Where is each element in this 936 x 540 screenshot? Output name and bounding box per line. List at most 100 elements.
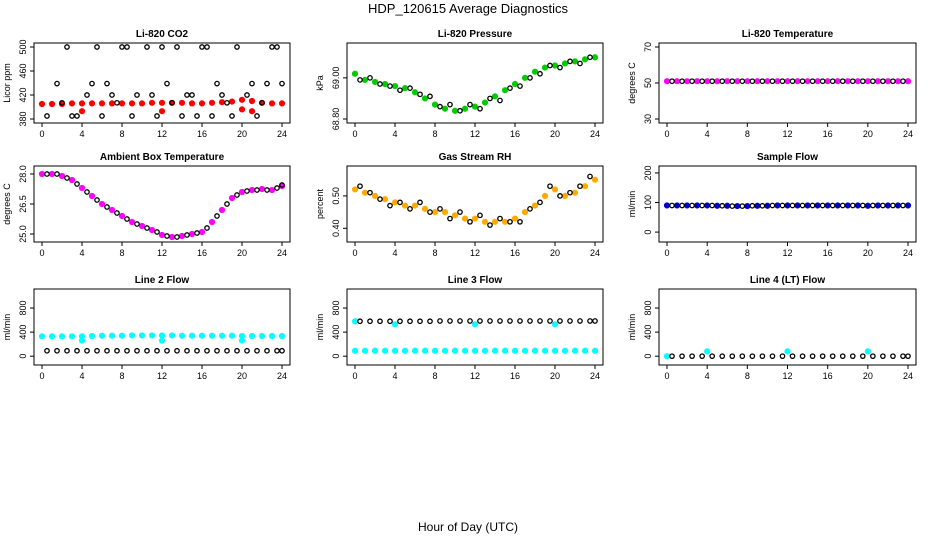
panel-4: Gas Stream RH percent 0 4 8 12 16 20 24 0.40 0.50 <box>315 152 604 258</box>
data-point <box>744 202 751 210</box>
data-point <box>829 353 836 360</box>
series-1 <box>669 353 911 360</box>
x-tick-label: 12 <box>470 248 480 258</box>
data-point <box>279 347 285 354</box>
data-point <box>84 92 90 98</box>
data-point <box>351 318 359 325</box>
panel-title: Ambient Box Temperature <box>100 152 225 163</box>
data-point <box>214 80 220 87</box>
data-point <box>683 78 691 85</box>
data-point <box>507 318 513 324</box>
x-tick-label: 24 <box>590 371 600 381</box>
x-tick-label: 12 <box>782 248 792 258</box>
data-point <box>809 202 816 209</box>
data-point <box>174 234 180 240</box>
data-point <box>357 183 363 190</box>
y-tick-label: 380 <box>18 111 28 126</box>
y-tick-label: 25.0 <box>18 225 28 243</box>
data-point <box>189 92 195 98</box>
data-point <box>114 99 120 106</box>
data-point <box>487 222 493 228</box>
data-point <box>361 76 369 84</box>
data-point <box>507 85 513 91</box>
data-point <box>361 347 369 354</box>
y-tick-label: 200 <box>643 165 653 180</box>
data-point <box>517 318 523 324</box>
data-point <box>870 353 876 360</box>
y-tick-label: 460 <box>18 63 28 78</box>
data-point <box>859 202 866 209</box>
plot-frame <box>33 288 291 366</box>
x-tick-label: 0 <box>352 371 357 381</box>
data-point <box>571 347 579 354</box>
data-point <box>527 75 533 81</box>
data-point <box>118 332 126 339</box>
data-point <box>814 78 821 85</box>
data-point <box>699 202 705 209</box>
data-point <box>158 108 166 115</box>
x-tick-label: 4 <box>79 129 84 139</box>
data-point <box>451 212 459 219</box>
data-point <box>854 78 861 85</box>
data-point <box>844 202 851 209</box>
data-point <box>114 347 120 354</box>
data-point <box>481 347 489 354</box>
data-point <box>591 347 599 354</box>
data-point <box>507 218 513 225</box>
data-point <box>501 347 509 354</box>
data-point <box>557 64 563 71</box>
data-point <box>764 78 771 85</box>
data-point <box>68 333 76 340</box>
x-tick-label: 24 <box>903 248 913 258</box>
data-point <box>834 78 841 85</box>
data-point <box>809 353 816 360</box>
data-point <box>900 202 906 209</box>
data-point <box>407 206 413 212</box>
data-point <box>689 353 695 360</box>
series-0 <box>351 176 599 225</box>
data-point <box>204 225 210 231</box>
data-point <box>238 188 246 196</box>
data-point <box>779 353 786 360</box>
x-tick-label: 12 <box>157 129 167 139</box>
data-point <box>387 318 393 325</box>
data-point <box>527 318 533 324</box>
data-point <box>238 96 246 103</box>
data-point <box>168 233 176 241</box>
x-tick-label: 16 <box>823 129 833 139</box>
data-point <box>491 93 499 100</box>
data-point <box>128 332 136 339</box>
data-point <box>880 78 886 85</box>
data-point <box>124 347 130 354</box>
series-1 <box>357 54 593 114</box>
data-point <box>784 202 791 209</box>
data-point <box>148 226 156 234</box>
data-point <box>769 353 776 360</box>
data-point <box>134 221 140 227</box>
panel-title: Line 4 (LT) Flow <box>750 275 826 286</box>
data-point <box>38 100 46 108</box>
panel-title: Li-820 Pressure <box>438 29 513 40</box>
panel-title: Gas Stream RH <box>439 152 512 163</box>
data-point <box>377 81 383 87</box>
data-point <box>84 189 90 195</box>
panel-6: Line 2 Flow ml/min 0 4 8 12 16 20 24 0 400 800 <box>2 275 291 381</box>
data-point <box>709 202 716 209</box>
data-point <box>890 78 896 85</box>
data-point <box>84 347 90 354</box>
data-point <box>268 186 276 194</box>
data-point <box>158 231 166 239</box>
data-point <box>759 78 766 85</box>
data-point <box>64 175 70 181</box>
data-point <box>421 205 429 212</box>
y-tick-label: 0 <box>331 354 341 359</box>
data-point <box>234 192 240 198</box>
data-point <box>64 44 70 50</box>
x-tick-label: 16 <box>197 129 207 139</box>
data-point <box>663 78 671 85</box>
data-point <box>188 230 196 238</box>
series-2 <box>44 347 285 354</box>
data-point <box>204 44 210 50</box>
data-point <box>437 206 443 212</box>
